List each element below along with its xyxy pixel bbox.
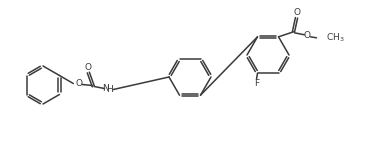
Text: O: O (304, 31, 311, 40)
Text: O: O (76, 79, 83, 88)
Text: N: N (102, 84, 109, 93)
Text: F: F (254, 79, 259, 88)
Text: O: O (85, 62, 92, 71)
Text: H: H (106, 85, 113, 94)
Text: CH$_3$: CH$_3$ (325, 32, 344, 44)
Text: O: O (294, 8, 301, 17)
